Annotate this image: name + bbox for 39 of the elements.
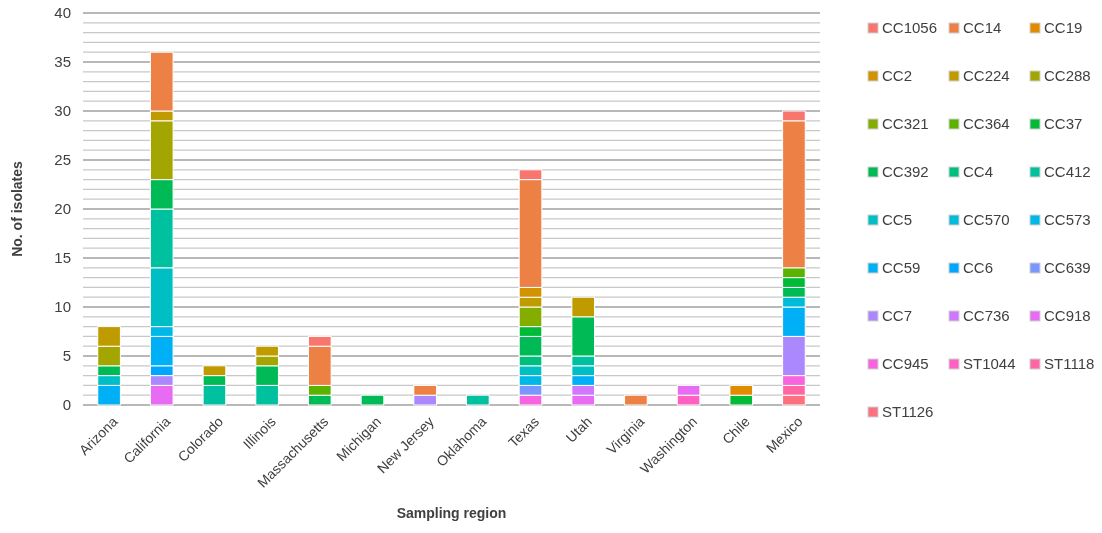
legend-label: CC19 xyxy=(1044,19,1083,37)
legend-label: ST1118 xyxy=(1044,355,1095,373)
legend-label: CC59 xyxy=(882,259,921,277)
y-tick-label: 40 xyxy=(54,4,71,22)
y-tick-label: 20 xyxy=(54,200,71,218)
legend-label: CC5 xyxy=(882,211,913,229)
legend-label: CC392 xyxy=(882,163,929,181)
legend-label: CC945 xyxy=(882,355,929,373)
legend-label: CC14 xyxy=(963,19,1002,37)
y-tick-label: 10 xyxy=(54,298,71,316)
legend-label: CC2 xyxy=(882,67,913,85)
legend-label: CC7 xyxy=(882,307,913,325)
legend-label: CC4 xyxy=(963,163,994,181)
y-tick-label: 5 xyxy=(62,347,71,365)
legend-label: CC288 xyxy=(1044,67,1091,85)
y-tick-label: 35 xyxy=(54,53,71,71)
legend-label: CC37 xyxy=(1044,115,1083,133)
legend-label: ST1044 xyxy=(963,355,1016,373)
y-axis-title: No. of isolates xyxy=(9,160,25,257)
legend-label: CC6 xyxy=(963,259,994,277)
legend-label: CC412 xyxy=(1044,163,1091,181)
y-tick-label: 25 xyxy=(54,151,71,169)
y-tick-label: 0 xyxy=(62,396,71,414)
legend-label: CC224 xyxy=(963,67,1010,85)
legend-label: CC736 xyxy=(963,307,1010,325)
legend-label: CC573 xyxy=(1044,211,1091,229)
legend-label: CC321 xyxy=(882,115,929,133)
y-tick-label: 30 xyxy=(54,102,71,120)
bar xyxy=(466,394,490,406)
legend-label: CC570 xyxy=(963,211,1010,229)
legend-label: CC639 xyxy=(1044,259,1091,277)
x-axis-title: Sampling region xyxy=(396,505,507,521)
bar xyxy=(624,394,648,406)
legend-label: ST1126 xyxy=(882,403,934,421)
legend-label: CC1056 xyxy=(882,19,938,37)
bar xyxy=(360,394,385,406)
y-tick-label: 15 xyxy=(54,249,71,267)
legend-label: CC918 xyxy=(1044,307,1091,325)
legend-label: CC364 xyxy=(963,115,1010,133)
